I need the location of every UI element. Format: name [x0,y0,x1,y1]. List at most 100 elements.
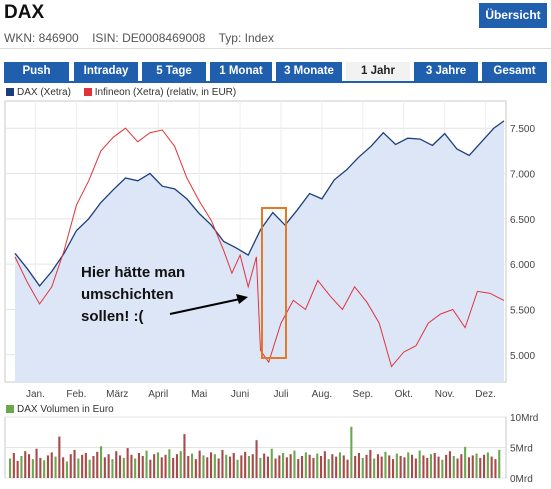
x-tick-label: Juli [273,389,288,400]
volume-bar [433,453,436,478]
volume-bar [77,458,80,478]
legend-label-dax: DAX (Xetra) [17,87,71,98]
volume-bar [39,457,42,478]
x-tick-label: Nov. [435,389,455,400]
volume-bar [210,452,213,478]
volume-bar [65,461,68,478]
legend-label-infineon: Infineon (Xetra) (relativ, in EUR) [94,87,237,98]
annotation-text: Hier hätte man [81,264,185,281]
volume-bar [293,450,296,478]
volume-bar [342,455,345,478]
volume-bar [297,459,300,478]
volume-bar [168,449,171,478]
volume-bar [156,452,159,478]
page-title: DAX [4,2,45,23]
annotation-box [261,207,287,359]
volume-bar [407,452,410,478]
volume-bar [278,455,281,478]
volume-bar [422,455,425,478]
volume-bar [395,453,398,478]
volume-bar [338,452,341,478]
volume-bar [490,456,493,478]
isin-label: ISIN: DE0008469008 [92,31,206,45]
x-tick-label: Juni [231,389,249,400]
volume-bar [73,449,76,478]
volume-bar [183,434,186,478]
tab-1-monat[interactable]: 1 Monat [210,62,272,81]
y-tick-label: 7.500 [510,124,535,135]
security-meta: WKN: 846900 ISIN: DE0008469008 Typ: Inde… [4,31,284,45]
y-tick-label: 6.500 [510,215,535,226]
volume-bar [285,457,288,478]
volume-bar [175,454,178,478]
tab-5-tage[interactable]: 5 Tage [142,62,206,81]
x-tick-label: Okt. [395,389,413,400]
volume-bar [426,457,429,478]
volume-bar [164,454,167,478]
volume-bar [145,450,148,478]
volume-bar [103,457,106,478]
x-tick-label: Dez. [475,389,496,400]
volume-bar [308,454,311,478]
legend-swatch-dax [6,88,14,96]
x-tick-label: Aug. [312,389,333,400]
volume-bar [282,453,285,478]
volume-bar [441,459,444,478]
volume-bar [247,456,250,478]
volume-bar [54,456,57,478]
volume-bar [255,440,258,478]
annotation-arrow-head [236,294,248,304]
volume-bar [471,455,474,478]
volume-y-tick-label: 0Mrd [510,474,533,485]
volume-bar [376,454,379,478]
volume-bar [119,455,122,478]
volume-bar [229,456,232,478]
volume-bar [327,459,330,478]
annotation-text: umschichten [81,286,174,303]
volume-bar [111,459,114,478]
x-tick-label: Feb. [66,389,86,400]
volume-bar [213,454,216,478]
x-tick-label: Jan. [26,389,45,400]
volume-bar [62,457,65,478]
volume-bar [418,450,421,478]
volume-bar [107,454,110,478]
volume-bar [452,456,455,478]
volume-bar [384,451,387,478]
volume-bar [115,451,118,478]
overview-button[interactable]: Übersicht [479,3,547,28]
volume-bar [316,453,319,478]
tab-3-monate[interactable]: 3 Monate [276,62,342,81]
wkn-label: WKN: 846900 [4,31,79,45]
volume-plot-area [4,416,507,479]
volume-bar [232,453,235,478]
volume-bar [191,453,194,478]
infineon-line [14,127,505,368]
volume-bar [172,457,175,478]
legend-item-infineon: Infineon (Xetra) (relativ, in EUR) [83,87,237,98]
volume-bar [187,456,190,478]
annotation-text: sollen! :( [81,308,144,325]
volume-bar [414,458,417,478]
volume-bar [483,454,486,478]
volume-bar [448,451,451,478]
tab-1-jahr[interactable]: 1 Jahr [346,62,410,81]
plot-area [4,100,507,383]
annotation-arrow-line [169,298,241,315]
tab-push[interactable]: Push [4,62,69,81]
tab-gesamt[interactable]: Gesamt [482,62,547,81]
volume-bar [149,459,152,478]
legend-item-dax: DAX (Xetra) [6,87,71,98]
volume-bar [403,457,406,478]
volume-bar [16,460,19,478]
volume-bar [350,426,353,478]
tabs-underline [4,81,547,83]
tab-intraday[interactable]: Intraday [74,62,138,81]
volume-bar [392,459,395,478]
tab-3-jahre[interactable]: 3 Jahre [414,62,478,81]
legend-swatch-volume [6,405,14,413]
volume-bar [301,456,304,478]
volume-bar [479,457,482,478]
volume-bar [263,453,266,478]
x-tick-label: Mai [191,389,207,400]
